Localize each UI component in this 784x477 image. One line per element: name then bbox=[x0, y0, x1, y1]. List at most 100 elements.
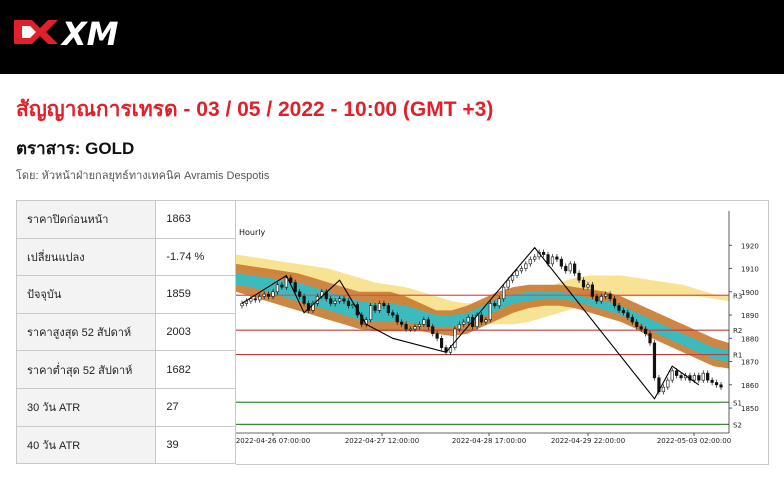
candle bbox=[617, 302, 621, 314]
candle bbox=[697, 372, 701, 383]
price-info-table: ราคาปิดก่อนหน้า 1863 เปลี่ยนแปลง -1.74 %… bbox=[15, 200, 236, 465]
candle bbox=[573, 261, 577, 276]
table-row: 30 วัน ATR 27 bbox=[15, 387, 236, 427]
level-label-s1: S1 bbox=[733, 399, 742, 407]
candle bbox=[293, 279, 297, 295]
logo-text: XM bbox=[60, 15, 119, 52]
candle bbox=[595, 293, 599, 304]
candle bbox=[533, 254, 537, 263]
row-label: เปลี่ยนแปลง bbox=[15, 237, 157, 277]
candle bbox=[568, 261, 572, 274]
candle bbox=[524, 261, 528, 272]
row-label: ปัจจุบัน bbox=[15, 275, 157, 314]
candle bbox=[644, 326, 648, 337]
candle bbox=[377, 300, 382, 314]
table-row: ราคาสูงสุด 52 สัปดาห์ 2003 bbox=[15, 312, 236, 352]
table-row: ราคาต่ำสุด 52 สัปดาห์ 1682 bbox=[15, 350, 236, 389]
candle bbox=[373, 302, 377, 314]
xm-logo[interactable]: XM bbox=[12, 12, 136, 52]
candle bbox=[258, 293, 262, 303]
y-tick-label: 1900 bbox=[741, 289, 759, 297]
x-tick-label: 2022-04-26 07:00:00 bbox=[236, 437, 310, 445]
page-title: สัญญาณการเทรด - 03 / 05 / 2022 - 10:00 (… bbox=[16, 98, 494, 121]
candle bbox=[626, 309, 630, 321]
top-header-bar: XM bbox=[0, 0, 784, 74]
row-value: -1.74 % bbox=[155, 237, 236, 277]
candle bbox=[435, 330, 439, 342]
level-label-r1: R1 bbox=[733, 352, 742, 360]
y-tick-label: 1860 bbox=[741, 382, 759, 390]
chart-axes: 1850 1860 1870 1880 1890 1900 1910 1920 2022-04-… bbox=[236, 211, 759, 445]
level-label-s2: S2 bbox=[733, 421, 742, 429]
candle bbox=[666, 377, 670, 390]
candle bbox=[714, 379, 719, 388]
candle bbox=[267, 291, 271, 300]
y-tick-label: 1920 bbox=[741, 242, 759, 250]
table-row: เปลี่ยนแปลง -1.74 % bbox=[15, 237, 236, 277]
candle bbox=[333, 298, 337, 307]
candle bbox=[519, 265, 524, 274]
candle bbox=[280, 282, 284, 290]
candle bbox=[457, 321, 461, 332]
instrument-symbol: ตราสาร: GOLD bbox=[16, 139, 135, 158]
candle bbox=[386, 302, 390, 316]
candle bbox=[648, 330, 652, 346]
candle bbox=[670, 368, 674, 383]
candle bbox=[599, 293, 603, 304]
candle bbox=[408, 326, 413, 332]
row-value: 27 bbox=[155, 387, 236, 427]
candle bbox=[453, 326, 457, 351]
table-row: 40 วัน ATR 39 bbox=[15, 425, 236, 465]
candle bbox=[346, 298, 351, 309]
candle bbox=[431, 323, 435, 337]
candle bbox=[621, 307, 626, 316]
author-line: โดย: หัวหน้าฝ่ายกลยุทธ์ทางเทคนิค Avramis… bbox=[16, 170, 270, 182]
table-row: ราคาปิดก่อนหน้า 1863 bbox=[15, 200, 236, 239]
candle bbox=[426, 316, 430, 330]
candle bbox=[679, 372, 683, 381]
candle bbox=[369, 302, 373, 323]
candle bbox=[382, 300, 386, 309]
level-label-r3: R3 bbox=[733, 292, 742, 300]
candle bbox=[466, 314, 470, 325]
candle bbox=[275, 282, 280, 295]
candle bbox=[559, 256, 563, 269]
candle bbox=[577, 270, 581, 283]
candle bbox=[541, 249, 546, 258]
candle bbox=[604, 291, 608, 300]
x-tick-label: 2022-04-29 22:00:00 bbox=[551, 437, 625, 445]
row-label: ราคาสูงสุด 52 สัปดาห์ bbox=[15, 312, 157, 352]
candle bbox=[262, 291, 266, 300]
candle bbox=[488, 300, 492, 323]
candle bbox=[581, 277, 586, 290]
x-tick-label: 2022-05-03 02:00:00 bbox=[657, 437, 731, 445]
y-tick-label: 1910 bbox=[741, 266, 759, 274]
candle bbox=[515, 268, 519, 279]
candle bbox=[311, 300, 315, 314]
candle bbox=[240, 300, 244, 309]
zigzag-polyline bbox=[241, 246, 700, 400]
candle bbox=[444, 344, 448, 356]
candle bbox=[484, 316, 488, 325]
row-value: 1863 bbox=[155, 200, 236, 239]
x-tick-label: 2022-04-28 17:00:00 bbox=[452, 437, 526, 445]
candle bbox=[417, 321, 422, 330]
candle bbox=[253, 295, 257, 303]
candle bbox=[395, 312, 399, 325]
candle bbox=[608, 291, 612, 302]
level-label-r2: R2 bbox=[733, 327, 742, 335]
x-tick-label: 2022-04-27 12:00:00 bbox=[345, 437, 419, 445]
y-tick-label: 1890 bbox=[741, 312, 759, 320]
row-label: ราคาต่ำสุด 52 สัปดาห์ bbox=[15, 350, 157, 389]
row-value: 39 bbox=[155, 425, 236, 465]
candle bbox=[586, 282, 590, 290]
candle bbox=[391, 309, 395, 318]
candle bbox=[635, 319, 639, 330]
candle bbox=[497, 295, 501, 309]
row-label: ราคาปิดก่อนหน้า bbox=[15, 200, 157, 239]
candle bbox=[564, 263, 568, 274]
row-label: 40 วัน ATR bbox=[15, 425, 157, 465]
y-tick-label: 1880 bbox=[741, 335, 759, 343]
candle bbox=[479, 312, 484, 325]
